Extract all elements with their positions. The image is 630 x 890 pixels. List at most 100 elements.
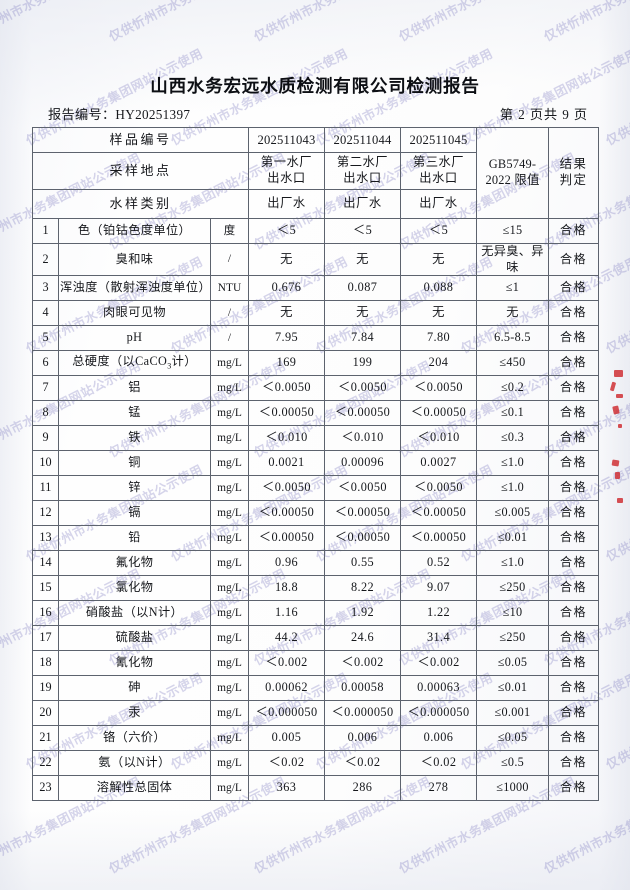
row-number: 19	[32, 675, 59, 702]
row-value-plant-3: ＜5	[400, 218, 477, 244]
row-value-plant-2: ＜0.00050	[324, 400, 401, 427]
row-limit: ≤250	[476, 625, 549, 652]
table-row: 7 铝 mg/L ＜0.0050 ＜0.0050 ＜0.0050 ≤0.2 合格	[32, 375, 599, 402]
row-verdict: 合格	[548, 675, 599, 702]
row-verdict: 合格	[548, 725, 599, 752]
row-limit: ≤1.0	[476, 550, 549, 577]
row-unit: mg/L	[210, 600, 249, 627]
row-number: 8	[32, 400, 59, 427]
row-unit: NTU	[210, 275, 249, 302]
row-item-name: 氟化物	[58, 550, 211, 577]
row-value-plant-1: ＜0.010	[248, 425, 325, 452]
row-limit: ≤0.001	[476, 700, 549, 727]
row-item-name: 溶解性总固体	[58, 775, 211, 802]
row-number: 12	[32, 500, 59, 527]
row-item-name: 铬（六价）	[58, 725, 211, 752]
row-value-plant-2: ＜0.00050	[324, 525, 401, 552]
report-number: 报告编号：HY20251397	[48, 107, 191, 122]
table-row: 18 氰化物 mg/L ＜0.002 ＜0.002 ＜0.002 ≤0.05 合格	[32, 650, 599, 677]
row-limit: ≤1	[476, 275, 549, 302]
row-item-name: 总硬度（以CaCO3计）	[58, 350, 211, 377]
row-item-name: 硝酸盐（以N计）	[58, 600, 211, 627]
row-value-plant-1: 363	[248, 775, 325, 802]
row-value-plant-2: ＜0.0050	[324, 475, 401, 502]
table-row: 21 铬（六价） mg/L 0.005 0.006 0.006 ≤0.05 合格	[32, 725, 599, 752]
row-value-plant-2: 7.84	[324, 325, 401, 352]
row-verdict: 合格	[548, 475, 599, 502]
row-value-plant-3: ＜0.010	[400, 425, 477, 452]
row-value-plant-1: 无	[248, 300, 325, 327]
header-sample-1: 202511043	[248, 127, 325, 153]
row-item-name: 汞	[58, 700, 211, 727]
row-value-plant-2: 0.00058	[324, 675, 401, 702]
row-value-plant-2: 无	[324, 300, 401, 327]
row-unit: mg/L	[210, 375, 249, 402]
table-row: 15 氯化物 mg/L 18.8 8.22 9.07 ≤250 合格	[32, 575, 599, 602]
row-verdict: 合格	[548, 525, 599, 552]
row-unit: mg/L	[210, 775, 249, 802]
row-value-plant-3: 1.22	[400, 600, 477, 627]
row-verdict: 合格	[548, 300, 599, 327]
row-verdict: 合格	[548, 218, 599, 244]
row-item-name: 砷	[58, 675, 211, 702]
row-verdict: 合格	[548, 350, 599, 377]
row-unit: mg/L	[210, 525, 249, 552]
table-row: 20 汞 mg/L ＜0.000050 ＜0.000050 ＜0.000050 ≤0.001…	[32, 700, 599, 727]
row-value-plant-2: 0.00096	[324, 450, 401, 477]
row-unit: mg/L	[210, 700, 249, 727]
row-number: 7	[32, 375, 59, 402]
row-value-plant-1: ＜5	[248, 218, 325, 244]
row-item-name: 色（铂钴色度单位）	[58, 218, 211, 244]
row-value-plant-2: 286	[324, 775, 401, 802]
row-number: 10	[32, 450, 59, 477]
row-verdict: 合格	[548, 750, 599, 777]
row-value-plant-2: ＜5	[324, 218, 401, 244]
row-unit: mg/L	[210, 575, 249, 602]
table-row: 3 浑浊度（散射浑浊度单位） NTU 0.676 0.087 0.088 ≤1 合格	[32, 275, 599, 302]
row-unit: /	[210, 242, 249, 277]
row-number: 17	[32, 625, 59, 652]
row-value-plant-1: 7.95	[248, 325, 325, 352]
row-number: 5	[32, 325, 59, 352]
row-value-plant-3: 278	[400, 775, 477, 802]
table-row: 4 肉眼可见物 / 无无无无合格	[32, 300, 599, 327]
header-sample-2: 202511044	[324, 127, 401, 153]
standard-limit-header: GB5749- 2022 限值	[476, 127, 549, 219]
table-row: 13 铅 mg/L ＜0.00050 ＜0.00050 ＜0.00050 ≤0.01 合格	[32, 525, 599, 552]
row-value-plant-3: 0.088	[400, 275, 477, 302]
row-value-plant-2: 无	[324, 242, 401, 277]
row-value-plant-3: 0.52	[400, 550, 477, 577]
row-verdict: 合格	[548, 550, 599, 577]
row-number: 9	[32, 425, 59, 452]
page-title: 山西水务宏远水质检测有限公司检测报告	[150, 77, 480, 97]
row-number: 3	[32, 275, 59, 302]
table-row: 5 pH/7.95 7.84 7.80 6.5-8.5 合格	[32, 325, 599, 352]
row-unit: mg/L	[210, 650, 249, 677]
row-limit: ≤1.0	[476, 475, 549, 502]
row-value-plant-3: 7.80	[400, 325, 477, 352]
row-number: 20	[32, 700, 59, 727]
row-value-plant-2: ＜0.00050	[324, 500, 401, 527]
table-row: 9 铁 mg/L ＜0.010 ＜0.010 ＜0.010 ≤0.3 合格	[32, 425, 599, 452]
row-value-plant-1: ＜0.02	[248, 750, 325, 777]
table-row: 23 溶解性总固体 mg/L 363 286 278 ≤1000 合格	[32, 775, 599, 802]
row-value-plant-1: 无	[248, 242, 325, 277]
header-label: 采样地点	[32, 152, 249, 190]
table-row: 22 氨（以N计） mg/L ＜0.02 ＜0.02 ＜0.02 ≤0.5 合格	[32, 750, 599, 777]
row-value-plant-3: ＜0.00050	[400, 525, 477, 552]
row-verdict: 合格	[548, 450, 599, 477]
table-row: 6 总硬度（以CaCO3计） mg/L 169 199 204 ≤450 合格	[32, 350, 599, 377]
row-number: 6	[32, 350, 59, 377]
row-value-plant-2: 8.22	[324, 575, 401, 602]
row-value-plant-1: 44.2	[248, 625, 325, 652]
row-unit: mg/L	[210, 450, 249, 477]
table-row: 10 铜 mg/L 0.0021 0.00096 0.0027 ≤1.0 合格	[32, 450, 599, 477]
row-number: 22	[32, 750, 59, 777]
row-item-name: 氯化物	[58, 575, 211, 602]
row-verdict: 合格	[548, 575, 599, 602]
row-number: 15	[32, 575, 59, 602]
row-verdict: 合格	[548, 500, 599, 527]
row-value-plant-2: ＜0.010	[324, 425, 401, 452]
table-header-row: 样品编号 202511043 202511044 202511045 GB5749- 20…	[32, 127, 599, 219]
row-unit: /	[210, 300, 249, 327]
